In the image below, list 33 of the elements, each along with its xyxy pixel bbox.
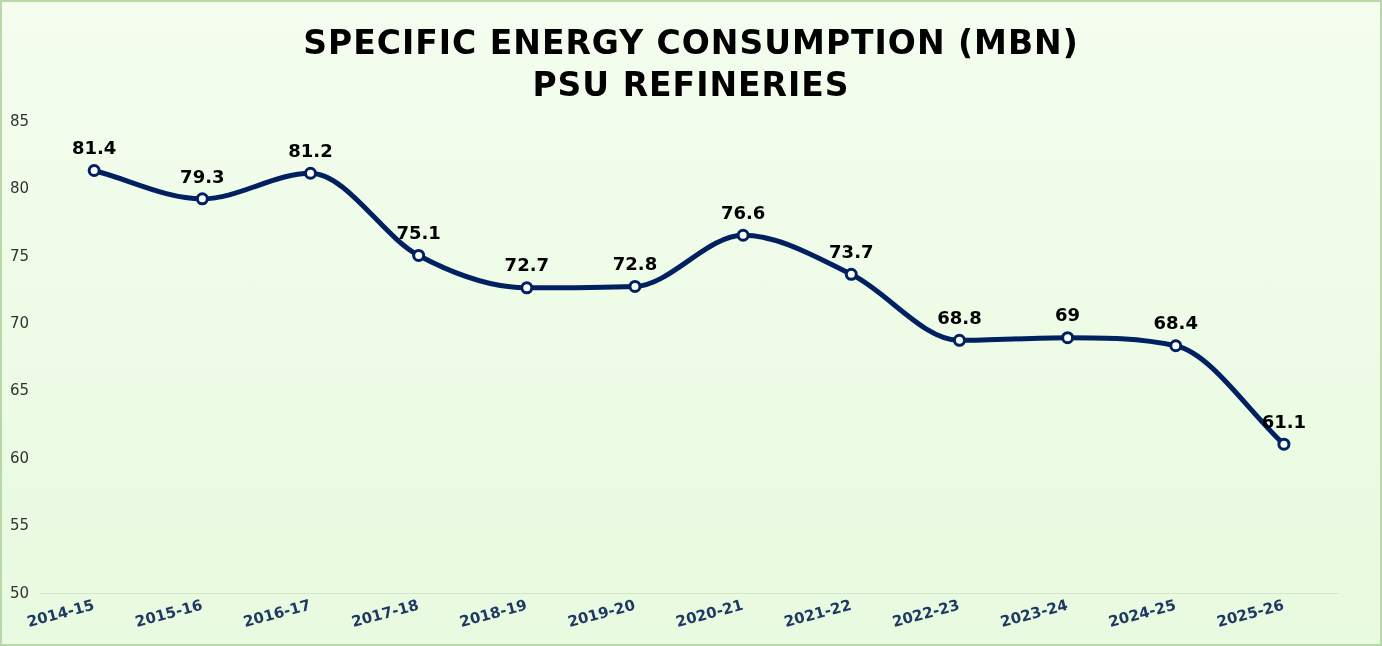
point: [87, 164, 101, 178]
y-tick-label: 65: [9, 381, 30, 400]
y-tick-label: 60: [9, 448, 30, 467]
data-label: 61.1: [1261, 410, 1307, 432]
y-tick-label: 80: [9, 179, 30, 198]
point: [844, 267, 858, 281]
data-label: 73.7: [829, 240, 874, 262]
point: [736, 228, 750, 242]
data-label: 72.8: [612, 253, 658, 275]
data-label: 81.4: [71, 137, 117, 159]
y-tick-label: 55: [9, 516, 30, 535]
point: [195, 192, 209, 206]
point: [412, 248, 426, 262]
point: [952, 333, 966, 347]
y-tick-label: 70: [9, 314, 30, 333]
data-label: 79.3: [180, 165, 225, 187]
point: [520, 281, 534, 295]
data-label: 72.7: [504, 254, 550, 276]
point: [1169, 339, 1183, 353]
data-label: 69: [1055, 304, 1081, 326]
point: [1061, 331, 1075, 345]
data-label: 68.4: [1153, 312, 1198, 334]
y-tick-label: 85: [9, 111, 30, 130]
data-label: 76.6: [720, 201, 766, 223]
data-label: 75.1: [396, 222, 441, 244]
chart-title: SPECIFIC ENERGY CONSUMPTION (MBN) PSU REFINERIES: [302, 22, 1080, 106]
point: [628, 279, 642, 293]
data-label: 81.2: [288, 139, 333, 161]
data-label: 68.8: [937, 307, 982, 329]
y-tick-label: 50: [9, 583, 30, 602]
y-tick-label: 75: [9, 246, 30, 265]
point: [1277, 437, 1291, 451]
point: [303, 166, 317, 180]
